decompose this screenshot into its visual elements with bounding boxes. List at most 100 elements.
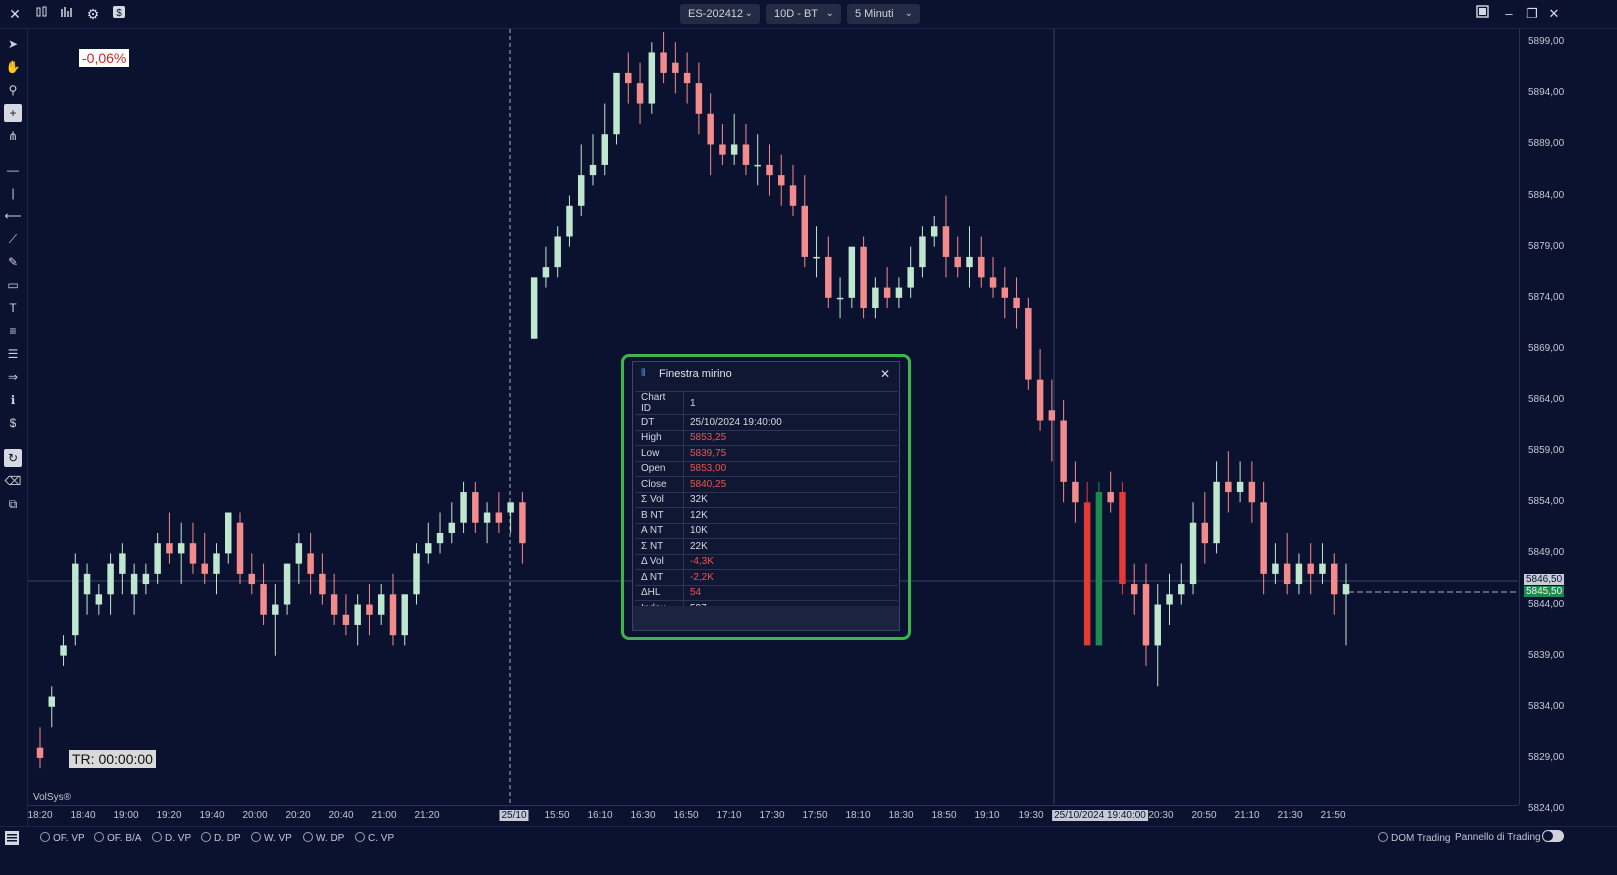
finestra-row: Open 5853,00 (635, 460, 898, 477)
candle-body (342, 614, 350, 625)
finestra-row: Chart ID 1 (635, 391, 898, 415)
time-tick-label: 17:50 (802, 810, 828, 821)
chart-plot-area[interactable] (28, 29, 1518, 804)
candle-body (413, 553, 420, 595)
bottom-tab[interactable]: D. VP (152, 832, 191, 844)
pencil-icon[interactable]: ✎ (7, 255, 19, 269)
text-icon[interactable]: T (9, 301, 17, 315)
candle-body (83, 573, 91, 595)
bottom-tab[interactable]: W. VP (251, 832, 292, 844)
candle-body (836, 297, 844, 300)
trading-panel-toggle[interactable] (1542, 830, 1564, 842)
cursor-icon[interactable]: ➤ (7, 37, 19, 51)
arrow-icon[interactable]: ⇒ (7, 370, 19, 384)
candle-body (1013, 297, 1020, 309)
hand-icon[interactable]: ✋ (5, 60, 21, 74)
candle-body (930, 226, 938, 237)
trend-line-icon[interactable]: ⟋ (8, 232, 18, 246)
panel-toggle-icon[interactable] (1473, 5, 1491, 23)
radio-icon (201, 832, 211, 842)
close-icon[interactable]: ✕ (9, 6, 21, 22)
time-tick-label: 16:50 (673, 810, 699, 821)
finestra-value: 5853,00 (683, 460, 898, 477)
crosshair-icon[interactable]: + (4, 104, 22, 122)
vertical-line-icon[interactable]: | (11, 186, 15, 200)
price-tick-label: 5829,00 (1528, 751, 1565, 763)
bar-chart-icon[interactable] (58, 5, 76, 23)
layers-icon[interactable]: ⧉ (8, 497, 18, 511)
settings-icon[interactable]: ⚙ (86, 6, 100, 22)
finestra-row: Close 5840,25 (635, 476, 898, 492)
minimize-icon[interactable]: – (1505, 6, 1513, 21)
finestra-key: High (635, 429, 684, 446)
bottom-tab[interactable]: OF. VP (40, 832, 85, 844)
price-tick-label: 5884,00 (1528, 189, 1565, 201)
close-icon[interactable]: ✕ (879, 367, 890, 381)
timeframe-select[interactable]: 5 Minuti ⌄ (847, 4, 920, 24)
time-tick-label: 17:30 (759, 810, 785, 821)
page-info-icon[interactable]: ℹ (10, 393, 16, 407)
finestra-value: 32K (683, 491, 898, 508)
magnet-icon[interactable]: ⋔ (7, 129, 19, 143)
finestra-row: Low 5839,75 (635, 445, 898, 461)
candle-body (36, 747, 44, 758)
time-tick-label: 20:20 (285, 810, 311, 821)
candle-body (213, 553, 220, 574)
dollar-icon[interactable]: $ (110, 5, 128, 23)
time-tick-label: 16:30 (630, 810, 656, 821)
radio-icon (303, 832, 313, 842)
candle-body (1107, 492, 1114, 503)
candle-body (789, 185, 797, 206)
finestra-mirino-panel: ⦀ Finestra mirino ✕ Chart ID 1 DT 25/10/202… (632, 361, 900, 631)
panel-icon[interactable] (4, 830, 20, 849)
dom-trading-toggle[interactable]: DOM Trading (1378, 832, 1450, 844)
magnet-active-icon[interactable]: ↻ (4, 449, 22, 467)
bottom-tab[interactable]: OF. B/A (94, 832, 141, 844)
candle-body (766, 164, 773, 176)
candle-body (1142, 584, 1150, 646)
dollar-info-icon[interactable]: $ (9, 416, 17, 430)
price-tick-label: 5844,00 (1528, 598, 1565, 610)
range-select[interactable]: 10D - BT ⌄ (766, 4, 841, 24)
price-tick-label: 5879,00 (1528, 240, 1565, 252)
bottom-tab[interactable]: W. DP (303, 832, 344, 844)
finestra-value: 10K (683, 522, 898, 539)
candle-body (730, 144, 738, 155)
zoom-icon[interactable]: ⚲ (8, 83, 18, 97)
time-tick-label: 18:40 (70, 810, 96, 821)
eraser-icon[interactable]: ⌫ (4, 474, 22, 488)
finestra-key: Low (635, 445, 684, 461)
time-axis[interactable]: 18:20 18:40 19:00 19:20 19:40 20:00 20:20 20:40… (27, 805, 1518, 826)
restore-icon[interactable]: ❐ (1526, 6, 1538, 21)
time-tick-label: 20:00 (242, 810, 268, 821)
lines-icon[interactable]: ☰ (7, 347, 19, 361)
candle-body (942, 226, 950, 257)
time-tick-label: 25/10 (499, 810, 529, 821)
window-close-icon[interactable]: ✕ (1548, 6, 1560, 21)
time-tick-label: 18:10 (845, 810, 871, 821)
horizontal-line-icon[interactable]: — (7, 163, 19, 177)
candle-body (883, 287, 891, 298)
time-tick-label: 21:00 (371, 810, 397, 821)
candles-icon[interactable] (33, 5, 51, 23)
candle-body (389, 594, 397, 636)
ray-icon[interactable]: ⟵ (4, 209, 22, 223)
candlestick-chart (28, 29, 1518, 804)
candle-body (589, 164, 597, 176)
candle-body (130, 573, 138, 595)
candle-body (425, 543, 432, 554)
finestra-value: 54 (683, 584, 898, 601)
finestra-key: ΔHL (635, 584, 684, 601)
candle-body (989, 277, 997, 288)
symbol-select[interactable]: ES-202412 ⌄ (680, 4, 760, 24)
finestra-value: 5840,25 (683, 476, 898, 492)
candle-body (48, 696, 56, 707)
finestra-key: Open (635, 460, 684, 477)
bottom-tab[interactable]: D. DP (201, 832, 241, 844)
timeframe-value: 5 Minuti (855, 8, 894, 20)
price-axis[interactable]: 5899,00 5894,00 5889,00 5884,00 5879,00 5874,… (1519, 29, 1617, 814)
bottom-tab[interactable]: C. VP (355, 832, 394, 844)
rectangle-icon[interactable]: ▭ (7, 278, 19, 292)
candle-body (1036, 379, 1044, 421)
fib-icon[interactable]: ≡ (9, 324, 17, 338)
